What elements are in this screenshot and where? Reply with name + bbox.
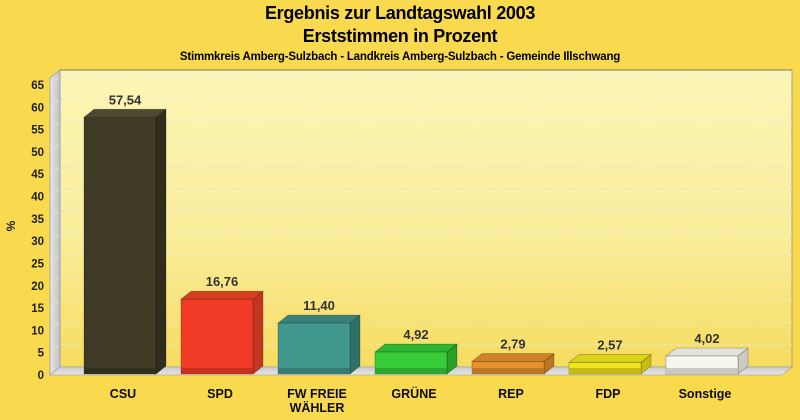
bar-top-face xyxy=(83,108,167,118)
bar-sonstige: 4,02 Sonstige xyxy=(665,331,749,401)
y-tick-label: 20 xyxy=(31,281,44,293)
category-label-fw-freie-w-hler: FW FREIE xyxy=(287,387,347,401)
bar-value-label: 2,79 xyxy=(500,337,525,352)
chart-title: Ergebnis zur Landtagswahl 2003 xyxy=(264,3,536,23)
bar-bottom-shadow xyxy=(278,368,350,374)
bar-fdp: 2,57 FDP xyxy=(568,338,652,401)
y-tick-label: 65 xyxy=(31,80,44,92)
bar-front-face xyxy=(83,116,157,375)
y-axis-label: % xyxy=(4,220,18,231)
y-axis-ticks: 0 5 10 15 20 25 30 35 40 45 50 55 60 65 xyxy=(31,80,44,382)
bar-bottom-shadow xyxy=(181,368,253,374)
gridline xyxy=(49,98,792,108)
y-tick-label: 0 xyxy=(38,370,44,382)
gridline xyxy=(49,188,792,197)
category-label-sonstige: Sonstige xyxy=(679,387,732,401)
bar-spd: 16,76 SPD xyxy=(180,274,264,401)
y-tick-label: 60 xyxy=(31,102,44,114)
bar-value-label: 4,02 xyxy=(694,331,719,346)
y-tick-label: 10 xyxy=(31,325,44,337)
category-label-gr-ne: GRÜNE xyxy=(391,386,436,401)
category-label-spd: SPD xyxy=(207,387,233,401)
gridline xyxy=(49,254,792,264)
bar-front-face xyxy=(180,298,254,375)
y-tick-label: 40 xyxy=(31,192,44,204)
category-label-csu: CSU xyxy=(110,387,136,401)
y-tick-label: 50 xyxy=(31,147,44,159)
bar-rep: 2,79 REP xyxy=(471,337,555,401)
gridline xyxy=(49,299,792,309)
bar-side-face xyxy=(349,314,361,375)
bar-bottom-shadow xyxy=(472,368,544,374)
gridline xyxy=(49,121,792,131)
bar-top-face xyxy=(277,314,361,324)
bar-top-face xyxy=(471,353,555,362)
gridline xyxy=(49,232,792,242)
bar-value-label: 2,57 xyxy=(597,338,622,353)
bar-top-face xyxy=(568,354,652,363)
gridline xyxy=(49,277,792,287)
y-tick-label: 55 xyxy=(31,125,44,137)
bar-top-face xyxy=(180,290,264,300)
category-label-fdp: FDP xyxy=(596,387,621,401)
gridline xyxy=(49,165,792,175)
bar-side-face xyxy=(252,290,264,375)
y-tick-label: 15 xyxy=(31,303,44,315)
y-tick-label: 35 xyxy=(31,214,44,226)
gridline xyxy=(49,210,792,220)
y-tick-label: 25 xyxy=(31,258,44,270)
y-tick-label: 5 xyxy=(38,348,45,360)
gridline xyxy=(49,76,792,86)
bar-csu: 57,54 CSU xyxy=(83,92,167,401)
bar-value-label: 4,92 xyxy=(403,327,428,342)
bar-front-face xyxy=(374,351,448,375)
bar-front-face xyxy=(277,322,351,375)
bar-bottom-shadow xyxy=(375,368,447,374)
chart-caption: Stimmkreis Amberg-Sulzbach - Landkreis A… xyxy=(179,51,621,63)
y-tick-label: 45 xyxy=(31,169,44,181)
chart-subtitle: Erststimmen in Prozent xyxy=(302,26,498,46)
bar-front-face xyxy=(665,355,739,375)
category-label-rep: REP xyxy=(498,387,524,401)
bar-bottom-shadow xyxy=(84,368,156,374)
gridline xyxy=(49,321,792,331)
bar-value-label: 57,54 xyxy=(109,92,142,107)
y-tick-label: 30 xyxy=(31,236,44,248)
chart-header: Ergebnis zur Landtagswahl 2003 Erststimm… xyxy=(0,2,800,64)
bar-front-face xyxy=(471,361,545,375)
bar-top-face xyxy=(665,347,749,357)
bar-top-face xyxy=(374,343,458,353)
bar-value-label: 11,40 xyxy=(303,298,335,313)
gridline xyxy=(49,344,792,354)
bar-value-label: 16,76 xyxy=(206,274,239,289)
bar-side-face xyxy=(155,108,167,375)
gridline xyxy=(49,143,792,153)
bar-front-face xyxy=(568,362,642,375)
bar-gr-ne: 4,92 GRÜNE xyxy=(374,327,458,401)
bar-bottom-shadow xyxy=(569,368,641,374)
bar-bottom-shadow xyxy=(666,368,738,374)
gridlines xyxy=(49,76,792,354)
category-label-fw-freie-w-hler: WÄHLER xyxy=(290,400,345,415)
